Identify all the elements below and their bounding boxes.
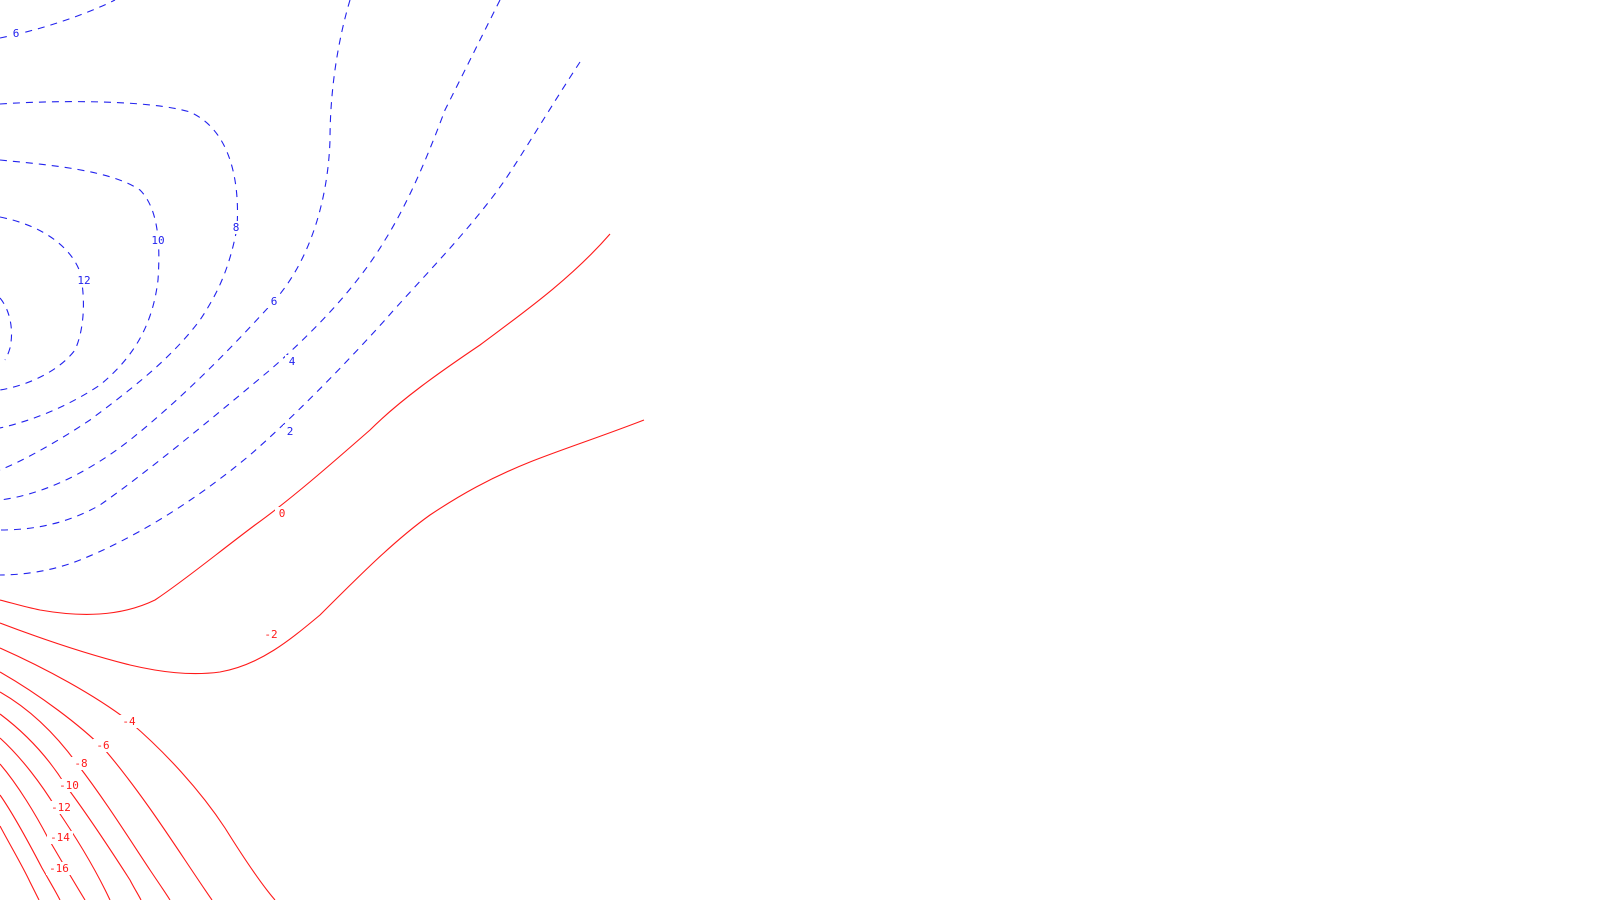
svg-text:-6: -6 [96,739,109,752]
svg-text:4: 4 [289,355,296,368]
contour-label-neg-10: -10 [56,779,82,792]
contour-label-pos-4: 4 [285,355,299,368]
contour-line-pos-14 [0,297,13,361]
contour-label-pos-12: 12 [74,274,94,287]
svg-text:-12: -12 [51,801,71,814]
contour-line-pos-12 [0,216,84,391]
contour-label-neg-12: -12 [48,801,74,814]
svg-text:6: 6 [13,27,20,40]
contour-label-pos-2: 2 [283,425,297,438]
svg-text:10: 10 [151,234,164,247]
contour-labels: 6 8 10 12 6 4 2 0 [8,27,299,875]
svg-text:-2: -2 [264,628,277,641]
svg-text:-14: -14 [50,831,70,844]
contour-label-neg-0: 0 [275,507,289,520]
contour-label-neg-4: -4 [119,715,139,728]
contour-line-neg-16 [0,794,61,900]
svg-text:-16: -16 [49,862,69,875]
contour-label-neg-14: -14 [47,831,73,844]
contour-label-pos-6a: 6 [8,27,24,40]
svg-text:-4: -4 [122,715,136,728]
contour-line-neg-4 [0,647,276,900]
contour-line-pos-2 [0,61,581,576]
contour-label-pos-10: 10 [148,234,168,247]
contour-line-pos-4 [0,0,501,531]
contour-line-neg-6 [0,671,213,900]
contour-label-pos-8: 8 [229,221,243,234]
svg-text:-8: -8 [74,757,87,770]
contour-line-neg-10 [0,713,142,900]
svg-text:0: 0 [279,507,286,520]
contour-label-pos-6b: 6 [267,295,281,308]
contour-label-neg-6: -6 [93,739,113,752]
svg-text:6: 6 [271,295,278,308]
svg-text:2: 2 [287,425,294,438]
contour-line-pos-8 [0,101,239,471]
svg-text:-10: -10 [59,779,79,792]
svg-text:8: 8 [233,221,240,234]
contour-line-neg-0 [0,233,611,615]
contour-line-neg-2 [0,419,645,675]
contour-line-pos-10 [0,159,160,429]
contour-line-neg-8 [0,691,171,900]
contour-label-neg-16: -16 [46,862,72,875]
contour-label-neg-2: -2 [261,628,281,641]
contour-label-neg-8: -8 [71,757,91,770]
contour-line-neg-18 [0,825,40,900]
svg-text:12: 12 [77,274,90,287]
